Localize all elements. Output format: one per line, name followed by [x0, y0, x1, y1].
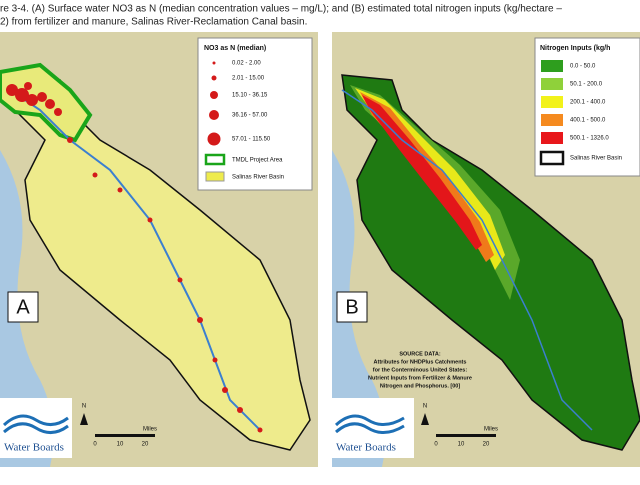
- scale-bar: [436, 434, 496, 437]
- map-feature: [26, 94, 38, 106]
- map-feature: [177, 277, 183, 283]
- legend-label: 57.01 - 115.50: [232, 137, 271, 143]
- legend-label: 50.1 - 200.0: [570, 82, 603, 88]
- panel-label: A: [16, 296, 30, 318]
- map-feature: [212, 61, 216, 65]
- source-text: Nitrogen and Phosphorus. [00]: [380, 383, 461, 389]
- legend-label: 0.0 - 50.0: [570, 64, 596, 70]
- logo-waves: [334, 414, 405, 434]
- logo-waves: [2, 414, 69, 434]
- source-text: SOURCE DATA:: [399, 351, 441, 357]
- scale-unit: Miles: [484, 427, 498, 433]
- scale-tick: 0: [93, 442, 97, 448]
- river: [9, 89, 261, 431]
- sample-sites: [6, 82, 263, 433]
- scale-tick: 20: [142, 442, 149, 448]
- river: [341, 89, 593, 431]
- north-arrow: [80, 413, 88, 425]
- north-arrow: [421, 413, 429, 425]
- caption-line: 2) from fertilizer and manure, Salinas R…: [0, 17, 307, 28]
- legend-swatch: [541, 114, 563, 126]
- legend-swatch: [205, 171, 225, 182]
- legend-title: NO3 as N (median): [204, 45, 266, 52]
- legend-title: Nitrogen Inputs (kg/h: [540, 45, 610, 52]
- legend-swatch: [541, 96, 563, 108]
- legend-swatch: [539, 150, 565, 166]
- map-feature: [54, 108, 62, 116]
- legend-label: Salinas River Basin: [570, 156, 622, 162]
- map-feature: [92, 172, 98, 178]
- map-feature: [24, 82, 32, 90]
- map-feature: [212, 357, 218, 363]
- legend-swatch: [541, 60, 563, 72]
- legend-label: 400.1 - 500.0: [570, 118, 606, 124]
- map-feature: [210, 91, 218, 99]
- source-text: Attributes for NHDPlus Catchments: [374, 359, 467, 365]
- basin: [9, 74, 311, 451]
- scale-unit: Miles: [143, 427, 157, 433]
- map-feature: [6, 84, 18, 96]
- scale-tick: 10: [117, 442, 124, 448]
- north-label: N: [423, 404, 427, 410]
- map-feature: [207, 132, 221, 146]
- map-a: NO3 as N (median) 0.02 - 2.00 2.01 - 15.…: [0, 32, 318, 467]
- map-feature: [257, 427, 263, 433]
- legend-label: TMDL Project Area: [232, 158, 283, 164]
- legend-label: 15.10 - 36.15: [232, 93, 268, 99]
- map-feature: [147, 217, 153, 223]
- map-feature: [117, 187, 123, 193]
- legend-swatch: [204, 153, 226, 166]
- source-text: Nutrient Inputs from Fertilizer & Manure: [368, 375, 472, 381]
- ocean: [332, 150, 386, 467]
- scale-tick: 10: [458, 442, 465, 448]
- panel-label: B: [345, 296, 358, 318]
- map-feature: [211, 75, 217, 81]
- map-feature: [209, 110, 219, 120]
- map-feature: [237, 407, 243, 413]
- north-label: N: [82, 404, 86, 410]
- map-feature: [37, 92, 47, 102]
- map-feature: [45, 99, 55, 109]
- map-feature: [67, 137, 73, 143]
- legend-symbols: [207, 61, 221, 146]
- input-zone: [362, 95, 482, 250]
- legend-label: 0.02 - 2.00: [232, 61, 261, 67]
- logo-text: Water Boards: [4, 442, 64, 454]
- logo-text: Water Boards: [336, 442, 396, 454]
- map-b: Nitrogen Inputs (kg/h 0.0 - 50.0 50.1 - …: [332, 32, 640, 467]
- scale-tick: 20: [483, 442, 490, 448]
- legend-swatch: [541, 132, 563, 144]
- legend-label: 2.01 - 15.00: [232, 76, 265, 82]
- legend-label: 36.16 - 57.00: [232, 113, 268, 119]
- panel-label-box: [7, 291, 39, 323]
- legend-label: Salinas River Basin: [232, 175, 284, 181]
- legend-label: 500.1 - 1326.0: [570, 136, 609, 142]
- legend-swatch: [541, 78, 563, 90]
- source-text: for the Conterminous United States:: [373, 367, 468, 373]
- ocean: [0, 150, 54, 467]
- scale-tick: 0: [434, 442, 438, 448]
- map-feature: [15, 88, 29, 102]
- legend-label: 200.1 - 400.0: [570, 100, 606, 106]
- caption-line: re 3-4. (A) Surface water NO3 as N (medi…: [0, 4, 562, 15]
- panel-label-box: [336, 291, 368, 323]
- map-feature: [222, 387, 228, 393]
- scale-bar: [95, 434, 155, 437]
- map-feature: [197, 317, 203, 323]
